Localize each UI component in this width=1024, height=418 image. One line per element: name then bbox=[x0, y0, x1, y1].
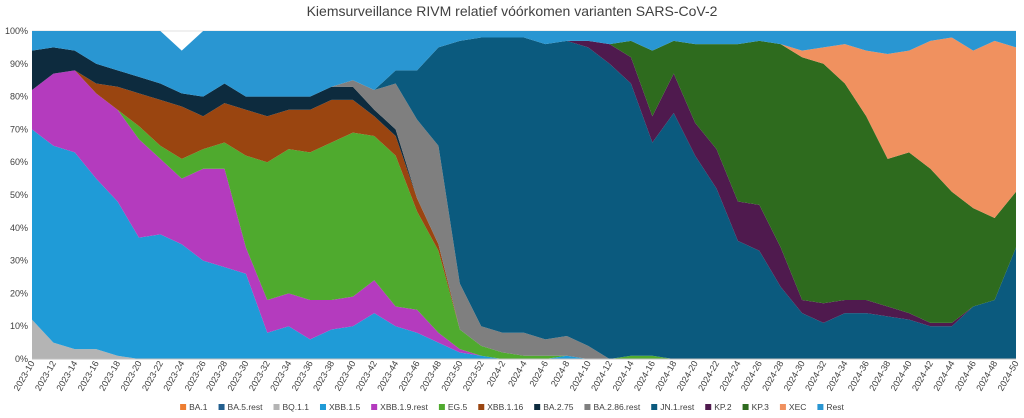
x-tick-label: 2024-2 bbox=[485, 359, 508, 388]
legend-label-xbb-1-9-rest: XBB.1.9.rest bbox=[380, 402, 428, 412]
x-tick-label: 2024-8 bbox=[549, 359, 572, 388]
x-tick-label: 2024-6 bbox=[527, 359, 550, 388]
stacked-areas bbox=[32, 31, 1016, 360]
legend-label-xbb-1-5: XBB.1.5 bbox=[329, 402, 360, 412]
legend-swatch-ba-2-75 bbox=[534, 404, 541, 410]
x-tick-labels: 2023-102023-122023-142023-162023-182023-… bbox=[12, 359, 1021, 393]
y-tick-label: 90% bbox=[10, 59, 28, 69]
legend-swatch-rest bbox=[817, 404, 824, 410]
legend-swatch-kp-3 bbox=[742, 404, 749, 410]
y-tick-labels: 0% 10% 20% 30% 40% 50% 60% 70% 80% 90% 100% bbox=[5, 26, 28, 364]
legend-label-ba-2-75: BA.2.75 bbox=[543, 402, 574, 412]
legend-swatch-xbb-1-5 bbox=[319, 404, 326, 410]
legend-label-kp-3: KP.3 bbox=[752, 402, 770, 412]
legend-label-rest: Rest bbox=[826, 402, 844, 412]
x-tick-label: 2023-52 bbox=[461, 359, 486, 393]
legend-swatch-jn-1-rest bbox=[651, 404, 658, 410]
legend-label-jn-1-rest: JN.1.rest bbox=[660, 402, 695, 412]
y-tick-label: 80% bbox=[10, 92, 28, 102]
legend-label-eg-5: EG.5 bbox=[448, 402, 468, 412]
legend-swatch-kp-2 bbox=[705, 404, 712, 410]
area-series-kp-3 bbox=[32, 37, 1016, 323]
area-series-xbb-1-9-rest bbox=[32, 70, 1016, 360]
legend-label-ba-1: BA.1 bbox=[189, 402, 208, 412]
legend: BA.1 BA.5.rest BQ.1.1 XBB.1.5 XBB.1.9.rest EG… bbox=[180, 402, 845, 412]
area-series-rest bbox=[32, 31, 1016, 97]
y-tick-label: 100% bbox=[5, 26, 28, 36]
y-tick-label: 20% bbox=[10, 288, 28, 298]
y-tick-label: 30% bbox=[10, 256, 28, 266]
legend-swatch-bq-1-1 bbox=[273, 404, 280, 410]
legend-label-xbb-1-16: XBB.1.16 bbox=[487, 402, 523, 412]
legend-label-ba-2-86-rest: BA.2.86.rest bbox=[593, 402, 640, 412]
area-series-xec bbox=[32, 37, 1016, 218]
y-tick-label: 60% bbox=[10, 157, 28, 167]
y-tick-label: 50% bbox=[10, 190, 28, 200]
legend-swatch-xbb-1-9-rest bbox=[371, 404, 378, 410]
legend-label-ba-5-rest: BA.5.rest bbox=[228, 402, 264, 412]
y-tick-label: 70% bbox=[10, 124, 28, 134]
legend-swatch-ba-5-rest bbox=[218, 404, 225, 410]
y-tick-label: 40% bbox=[10, 223, 28, 233]
y-tick-label: 0% bbox=[15, 354, 28, 364]
legend-label-bq-1-1: BQ.1.1 bbox=[283, 402, 310, 412]
x-tick-label: 2024-50 bbox=[996, 359, 1021, 393]
area-series-xbb-1-5 bbox=[32, 129, 1016, 359]
area-series-eg-5 bbox=[32, 70, 1016, 360]
area-series-kp-2 bbox=[32, 37, 1016, 327]
legend-label-xec: XEC bbox=[789, 402, 806, 412]
legend-swatch-xec bbox=[779, 404, 786, 410]
legend-label-kp-2: KP.2 bbox=[714, 402, 732, 412]
area-series-xbb-1-16 bbox=[32, 70, 1016, 360]
legend-swatch-ba-1 bbox=[180, 404, 187, 410]
area-series-jn-1-rest bbox=[32, 37, 1016, 360]
legend-swatch-eg-5 bbox=[438, 404, 445, 410]
legend-swatch-ba-2-86-rest bbox=[584, 404, 591, 410]
legend-swatch-xbb-1-16 bbox=[478, 404, 485, 410]
y-tick-label: 10% bbox=[10, 321, 28, 331]
area-series-ba-2-75 bbox=[32, 47, 1016, 360]
x-tick-label: 2024-4 bbox=[506, 359, 529, 388]
chart-title: Kiemsurveillance RIVM relatief vóórkomen… bbox=[307, 3, 718, 19]
